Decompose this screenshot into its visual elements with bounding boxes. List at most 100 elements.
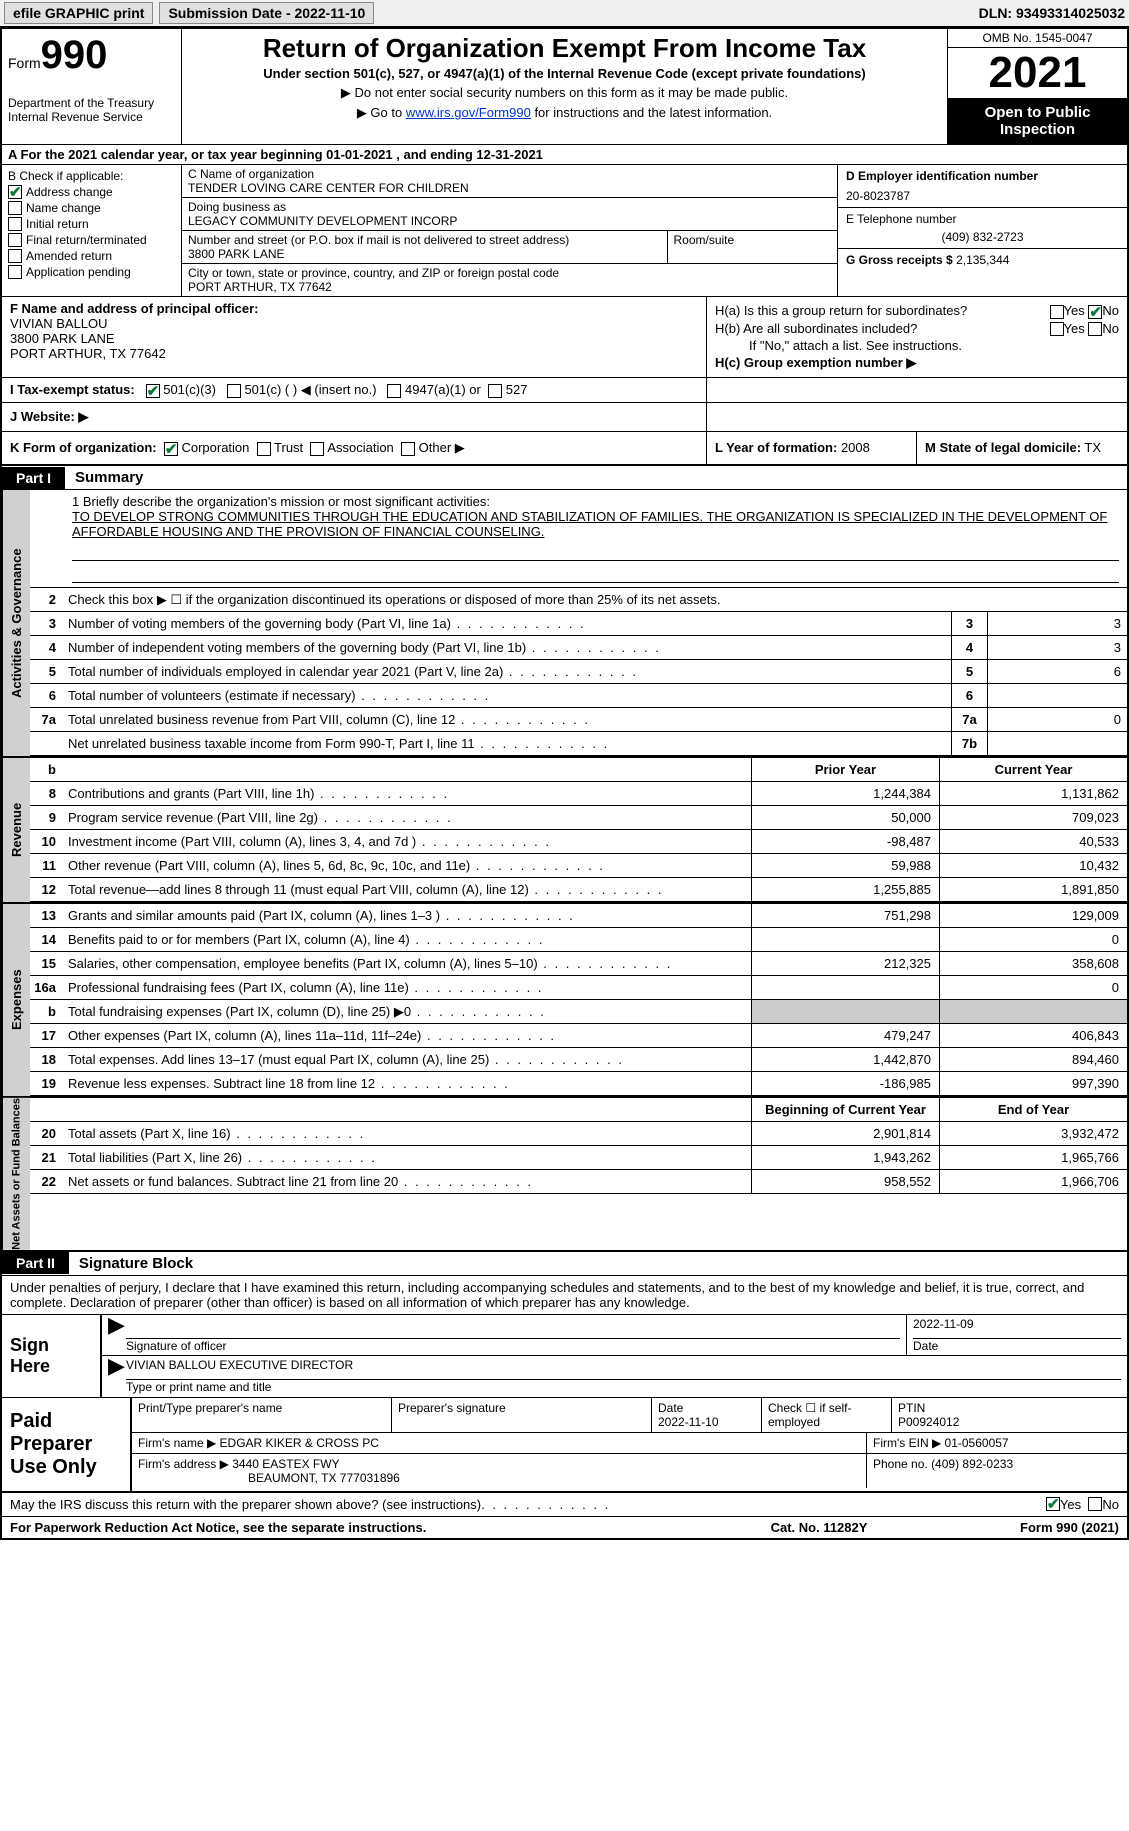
header-right: OMB No. 1545-0047 2021 Open to Public In… [947,29,1127,144]
discuss-row: May the IRS discuss this return with the… [2,1493,1127,1517]
checkbox-icon[interactable] [310,442,324,456]
chk-amended-return[interactable]: Amended return [8,249,175,263]
row-a-period: A For the 2021 calendar year, or tax yea… [2,145,1127,165]
checkbox-icon[interactable] [1088,305,1102,319]
summary-line: 20Total assets (Part X, line 16)2,901,81… [30,1122,1127,1146]
ptin-value: P00924012 [898,1415,1121,1429]
summary-line: 14Benefits paid to or for members (Part … [30,928,1127,952]
part2-tab: Part II [2,1252,69,1274]
summary-line: 2Check this box ▶ ☐ if the organization … [30,588,1127,612]
dba-label: Doing business as [188,200,831,214]
signature-intro: Under penalties of perjury, I declare th… [2,1276,1127,1315]
form-subtitle: Under section 501(c), 527, or 4947(a)(1)… [186,66,943,81]
chk-address-change[interactable]: Address change [8,185,175,199]
hc-label: H(c) Group exemption number ▶ [715,355,1119,371]
preparer-label: Paid Preparer Use Only [2,1398,132,1491]
efile-print-button[interactable]: efile GRAPHIC print [4,2,153,24]
sig-date-label: Date [913,1339,1121,1353]
omb-number: OMB No. 1545-0047 [948,29,1127,48]
summary-line: Net unrelated business taxable income fr… [30,732,1127,756]
begin-year-header: Beginning of Current Year [751,1098,939,1121]
checkbox-icon[interactable] [401,442,415,456]
summary-line: 21Total liabilities (Part X, line 26)1,9… [30,1146,1127,1170]
form-container: Form990 Department of the Treasury Inter… [0,27,1129,1540]
net-header-row: Beginning of Current Year End of Year [30,1098,1127,1122]
column-b-checkboxes: B Check if applicable: Address change Na… [2,165,182,296]
chk-name-change[interactable]: Name change [8,201,175,215]
street-value: 3800 PARK LANE [188,247,661,261]
summary-line: 3Number of voting members of the governi… [30,612,1127,636]
summary-line: 22Net assets or fund balances. Subtract … [30,1170,1127,1194]
summary-line: 7aTotal unrelated business revenue from … [30,708,1127,732]
discuss-text: May the IRS discuss this return with the… [10,1497,481,1512]
column-d: D Employer identification number 20-8023… [837,165,1127,296]
m-value: TX [1084,440,1101,455]
open-inspection: Open to Public Inspection [948,98,1127,144]
chk-initial-return[interactable]: Initial return [8,217,175,231]
city-label: City or town, state or province, country… [188,266,831,280]
firm-addr1: 3440 EASTEX FWY [232,1457,339,1471]
section-fh: F Name and address of principal officer:… [2,297,1127,378]
org-name: TENDER LOVING CARE CENTER FOR CHILDREN [188,181,831,195]
mission-text: TO DEVELOP STRONG COMMUNITIES THROUGH TH… [72,509,1119,539]
tax-year: 2021 [948,48,1127,98]
checkbox-icon[interactable] [1088,1497,1102,1511]
ha-label: H(a) Is this a group return for subordin… [715,303,967,318]
row-j: J Website: ▶ [2,403,1127,432]
checkbox-icon[interactable] [387,384,401,398]
summary-line: 16aProfessional fundraising fees (Part I… [30,976,1127,1000]
i-label: I Tax-exempt status: [10,382,135,397]
prep-date-value: 2022-11-10 [658,1415,755,1429]
summary-line: 5Total number of individuals employed in… [30,660,1127,684]
part1-title: Summary [65,466,153,489]
l-value: 2008 [841,440,870,455]
checkbox-icon[interactable] [1088,322,1102,336]
column-h: H(a) Is this a group return for subordin… [707,297,1127,377]
street-label: Number and street (or P.O. box if mail i… [188,233,661,247]
part2-header: Part II Signature Block [2,1252,1127,1276]
footer-cat: Cat. No. 11282Y [719,1520,919,1535]
checkbox-icon[interactable] [227,384,241,398]
column-c: C Name of organization TENDER LOVING CAR… [182,165,837,296]
checkbox-icon[interactable] [257,442,271,456]
preparer-section: Paid Preparer Use Only Print/Type prepar… [2,1398,1127,1493]
checkbox-icon[interactable] [164,442,178,456]
header-note-2: ▶ Go to www.irs.gov/Form990 for instruct… [186,105,943,121]
k-label: K Form of organization: [10,440,157,455]
submission-date-button[interactable]: Submission Date - 2022-11-10 [159,2,374,24]
prep-name-label: Print/Type preparer's name [138,1401,385,1415]
hb-label: H(b) Are all subordinates included? [715,321,917,336]
chk-application-pending[interactable]: Application pending [8,265,175,279]
checkbox-icon[interactable] [1046,1497,1060,1511]
summary-line: 9Program service revenue (Part VIII, lin… [30,806,1127,830]
prior-year-header: Prior Year [751,758,939,781]
checkbox-icon[interactable] [1050,305,1064,319]
form-header: Form990 Department of the Treasury Inter… [2,29,1127,145]
checkbox-icon[interactable] [488,384,502,398]
prep-date-label: Date [658,1401,755,1415]
irs-link[interactable]: www.irs.gov/Form990 [406,105,531,120]
dba-name: LEGACY COMMUNITY DEVELOPMENT INCORP [188,214,831,228]
officer-name: VIVIAN BALLOU [10,316,698,331]
checkbox-icon[interactable] [146,384,160,398]
summary-line: 15Salaries, other compensation, employee… [30,952,1127,976]
mission-block: 1 Briefly describe the organization's mi… [30,490,1127,588]
top-toolbar: efile GRAPHIC print Submission Date - 20… [0,0,1129,27]
prep-selfemp: Check ☐ if self-employed [762,1398,892,1432]
sig-name-label: Type or print name and title [126,1380,1121,1394]
checkbox-icon[interactable] [1050,322,1064,336]
checkbox-icon [8,233,22,247]
end-year-header: End of Year [939,1098,1127,1121]
mission-label: 1 Briefly describe the organization's mi… [72,494,1119,509]
vtab-netassets: Net Assets or Fund Balances [2,1098,30,1250]
summary-line: 8Contributions and grants (Part VIII, li… [30,782,1127,806]
column-f-officer: F Name and address of principal officer:… [2,297,707,377]
page-footer: For Paperwork Reduction Act Notice, see … [2,1517,1127,1538]
chk-final-return[interactable]: Final return/terminated [8,233,175,247]
firm-phone-label: Phone no. [873,1457,928,1471]
gross-value: 2,135,344 [956,253,1009,267]
section-bcd: B Check if applicable: Address change Na… [2,165,1127,297]
header-note-1: ▶ Do not enter social security numbers o… [186,85,943,101]
m-label: M State of legal domicile: [925,440,1081,455]
row-i-status: I Tax-exempt status: 501(c)(3) 501(c) ( … [2,378,1127,403]
